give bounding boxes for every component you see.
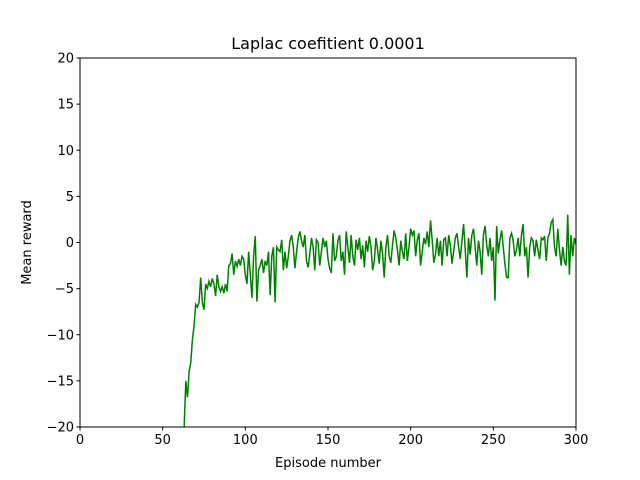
y-tick-label: 10 bbox=[57, 144, 74, 159]
x-tick-label: 300 bbox=[564, 433, 589, 448]
x-tick-label: 0 bbox=[76, 433, 84, 448]
x-axis-label: Episode number bbox=[275, 456, 382, 471]
chart-title: Laplac coefitient 0.0001 bbox=[231, 34, 425, 53]
x-tick-label: 150 bbox=[316, 433, 341, 448]
y-tick-label: −15 bbox=[47, 374, 74, 389]
y-tick-label: −10 bbox=[47, 328, 74, 343]
y-tick-label: −5 bbox=[55, 282, 74, 297]
x-tick-label: 50 bbox=[154, 433, 171, 448]
y-axis-label: Mean reward bbox=[20, 200, 35, 285]
x-tick-label: 250 bbox=[481, 433, 506, 448]
y-tick-label: 5 bbox=[66, 190, 74, 205]
x-tick-label: 100 bbox=[233, 433, 258, 448]
data-line bbox=[183, 214, 576, 427]
y-tick-label: 0 bbox=[66, 236, 74, 251]
y-tick-label: −20 bbox=[47, 421, 74, 436]
plot-frame bbox=[79, 57, 577, 428]
y-tick-label: 15 bbox=[57, 98, 74, 113]
x-tick-label: 200 bbox=[398, 433, 423, 448]
y-tick-label: 20 bbox=[57, 52, 74, 67]
